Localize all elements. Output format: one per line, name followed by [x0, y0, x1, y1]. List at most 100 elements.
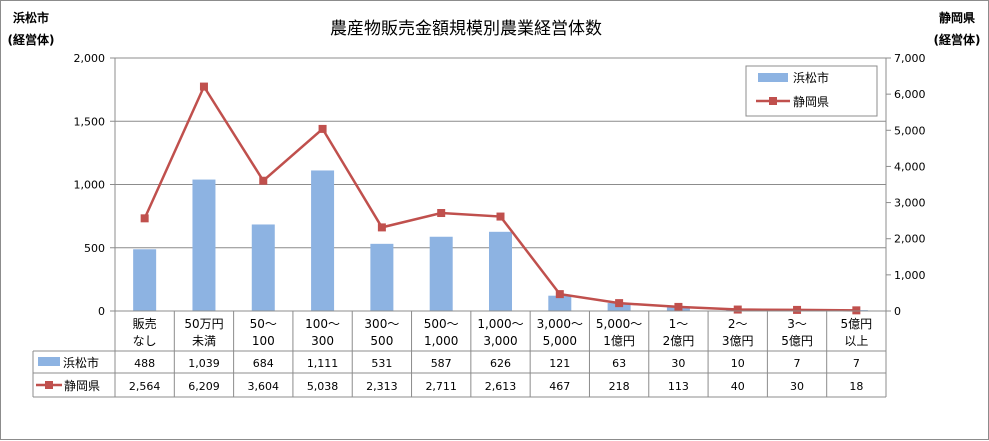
legend-key-bar	[758, 73, 788, 82]
line-point	[140, 214, 149, 223]
category-label: 3億円	[722, 334, 754, 348]
bar	[429, 236, 453, 311]
table-row-header: 静岡県	[64, 379, 100, 393]
y-right-tick-label: 6,000	[894, 88, 926, 101]
line-point	[377, 223, 386, 232]
table-cell: 684	[253, 357, 274, 370]
table-cell: 488	[134, 357, 155, 370]
line-point	[318, 124, 327, 133]
category-label: 1,000～	[477, 317, 523, 331]
category-label: 販売	[133, 316, 157, 331]
y-left-tick-label: 2,000	[74, 52, 106, 65]
table-key-marker	[45, 381, 53, 389]
chart-title: 農産物販売金額規模別農業経営体数	[330, 19, 602, 39]
y-left-tick-label: 1,000	[74, 179, 106, 192]
category-label: 500～	[424, 317, 459, 331]
y-right-tick-label: 1,000	[894, 269, 926, 282]
y-right-tick-label: 0	[894, 305, 901, 318]
category-label: 100	[252, 334, 275, 348]
table-cell: 113	[668, 380, 689, 393]
y-left-axis-label-line1: 浜松市	[13, 10, 49, 25]
y-left-tick-label: 500	[84, 242, 105, 255]
table-row-header: 浜松市	[63, 355, 99, 370]
table-cell: 3,604	[248, 380, 280, 393]
y-right-axis-label-line2: (経営体)	[934, 32, 981, 47]
category-label: 5億円	[781, 334, 813, 348]
table-cell: 121	[549, 357, 570, 370]
table-cell: 7	[853, 357, 860, 370]
line-point	[615, 299, 624, 308]
bar	[133, 249, 157, 311]
table-cell: 18	[849, 380, 863, 393]
category-label: 2～	[728, 317, 748, 331]
line-point	[259, 176, 268, 185]
table-cell: 626	[490, 357, 511, 370]
line-point	[793, 305, 802, 314]
bar	[489, 231, 512, 311]
table-cell: 531	[371, 357, 392, 370]
category-label: 1～	[669, 317, 689, 331]
bar	[192, 179, 216, 311]
table-cell: 63	[612, 357, 626, 370]
category-label: 1億円	[603, 334, 635, 348]
bar-series	[133, 170, 868, 311]
bar	[548, 295, 572, 311]
table-cell: 2,564	[129, 380, 161, 393]
category-label: 300～	[364, 317, 399, 331]
category-label: 3～	[787, 317, 807, 331]
line-point	[437, 209, 446, 218]
table-cell: 5,038	[307, 380, 339, 393]
bar	[251, 224, 275, 311]
category-label: 2億円	[663, 334, 695, 348]
table-key-bar	[38, 357, 60, 366]
y-right-tick-label: 5,000	[894, 124, 926, 137]
category-label: 1,000	[424, 334, 458, 348]
y-left-tick-label: 0	[98, 305, 105, 318]
category-label: 3,000～	[537, 317, 583, 331]
axis-ticks: 0 500 1,000 1,500 2,000 0 1,000 2,000 3,000 4,000…	[74, 52, 926, 318]
table-cell: 1,111	[307, 357, 339, 370]
line-point	[555, 290, 564, 299]
table-cell: 40	[731, 380, 745, 393]
category-label: なし	[133, 334, 157, 348]
category-label: 50～	[250, 317, 277, 331]
table-cell: 2,613	[485, 380, 517, 393]
category-label: 3,000	[483, 334, 517, 348]
table-cell: 1,039	[188, 357, 220, 370]
table-cell: 30	[790, 380, 804, 393]
line-point	[733, 305, 742, 314]
table-cell: 6,209	[188, 380, 220, 393]
table-cell: 218	[609, 380, 630, 393]
legend-label: 静岡県	[793, 95, 829, 109]
y-left-tick-label: 1,500	[74, 115, 106, 128]
line-point	[199, 82, 208, 91]
category-label: 300	[311, 334, 334, 348]
y-right-tick-label: 3,000	[894, 197, 926, 210]
table-cell: 2,711	[425, 380, 457, 393]
y-right-tick-label: 7,000	[894, 52, 926, 65]
category-label: 5億円	[841, 317, 873, 331]
table-cell: 10	[731, 357, 745, 370]
y-right-tick-label: 4,000	[894, 160, 926, 173]
table-cell: 587	[431, 357, 452, 370]
category-label: 以上	[844, 334, 868, 348]
table-cell: 467	[549, 380, 570, 393]
category-label: 未満	[192, 334, 216, 348]
y-right-axis-label-line1: 静岡県	[939, 10, 975, 25]
bar	[370, 243, 394, 311]
category-label: 5,000	[543, 334, 577, 348]
category-label: 5,000～	[596, 317, 642, 331]
y-right-tick-label: 2,000	[894, 233, 926, 246]
line-point	[674, 302, 683, 311]
legend-key-marker	[769, 97, 777, 105]
category-label: 100～	[305, 317, 340, 331]
legend-label: 浜松市	[793, 70, 829, 85]
category-label: 500	[370, 334, 393, 348]
table-cell: 30	[671, 357, 685, 370]
bar	[311, 170, 335, 311]
category-label: 50万円	[184, 317, 223, 331]
